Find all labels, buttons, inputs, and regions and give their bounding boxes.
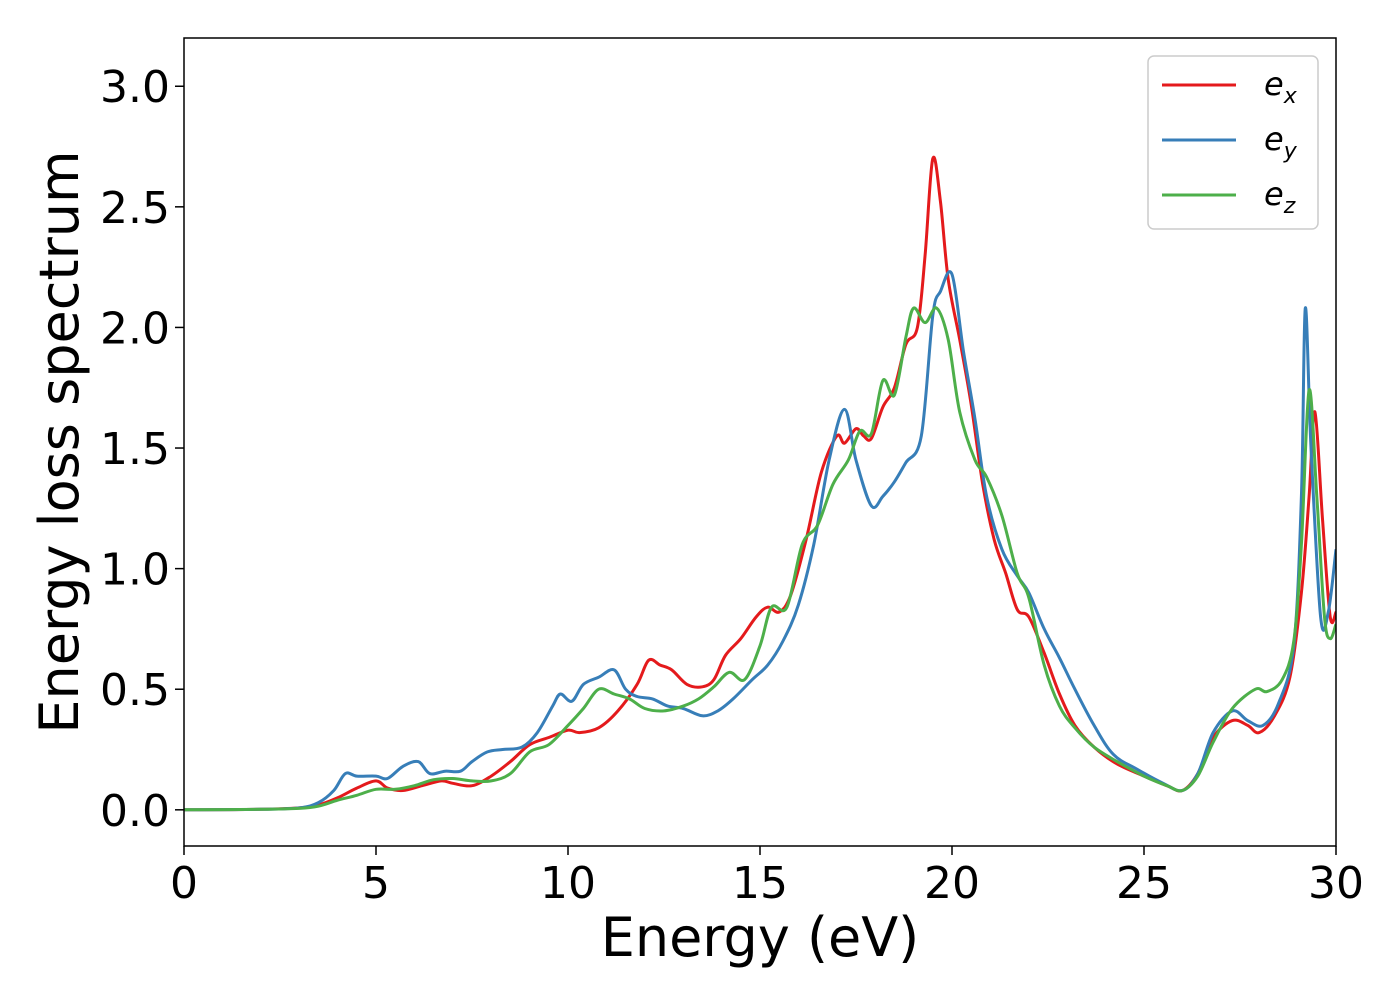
x-tick-label: 20 xyxy=(924,858,980,909)
x-axis-label: Energy (eV) xyxy=(601,906,920,969)
x-tick-label: 5 xyxy=(362,858,390,909)
y-tick-label: 2.0 xyxy=(100,303,170,354)
x-axis-ticks: 0 5 10 15 20 25 30 xyxy=(170,846,1364,909)
series-line-ey xyxy=(184,270,1336,812)
y-axis-label: Energy loss spectrum xyxy=(28,150,91,733)
x-tick-label: 15 xyxy=(732,858,788,909)
y-tick-label: 1.0 xyxy=(100,545,170,596)
y-tick-label: 2.5 xyxy=(100,183,170,234)
series-line-ez xyxy=(184,306,1336,812)
y-axis-ticks: 0.0 0.5 1.0 1.5 2.0 2.5 3.0 xyxy=(100,62,184,837)
y-tick-label: 1.5 xyxy=(100,424,170,475)
series-line-ex xyxy=(184,155,1336,812)
x-tick-label: 30 xyxy=(1308,858,1364,909)
y-tick-label: 3.0 xyxy=(100,62,170,113)
x-tick-label: 25 xyxy=(1116,858,1172,909)
y-tick-label: 0.5 xyxy=(100,665,170,716)
y-tick-label: 0.0 xyxy=(100,786,170,837)
x-tick-label: 10 xyxy=(540,858,596,909)
x-tick-label: 0 xyxy=(170,858,198,909)
series-lines xyxy=(184,155,1336,812)
legend-box xyxy=(1147,55,1319,230)
